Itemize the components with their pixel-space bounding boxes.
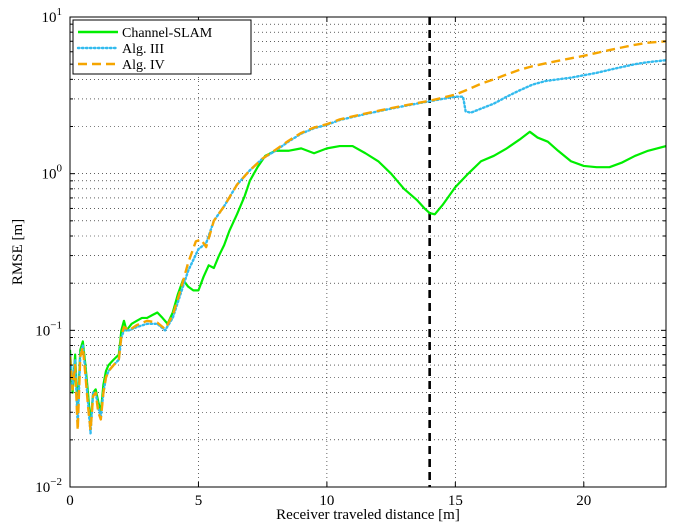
legend-label-1: Channel-SLAM bbox=[122, 26, 213, 41]
legend-label-2: Alg. III bbox=[122, 42, 164, 57]
legend-label-3: Alg. IV bbox=[122, 58, 165, 73]
x-tick-label: 15 bbox=[448, 493, 463, 509]
y-tick-label: 100 bbox=[42, 163, 63, 183]
series-line-3 bbox=[70, 40, 666, 432]
x-tick-label: 0 bbox=[66, 493, 74, 509]
y-tick-label: 10−1 bbox=[35, 319, 62, 339]
y-tick-label: 101 bbox=[42, 6, 63, 26]
x-axis-label: Receiver traveled distance [m] bbox=[276, 507, 460, 523]
plot-frame bbox=[69, 16, 667, 488]
series-layer bbox=[70, 40, 666, 435]
y-tick-label: 10−2 bbox=[35, 476, 62, 496]
grid bbox=[70, 17, 666, 487]
x-tick-label: 20 bbox=[576, 493, 591, 509]
axis-ticks: 0 5 10 15 20 10−2 10−1 100 101 bbox=[35, 6, 666, 509]
series-line-1 bbox=[70, 130, 666, 426]
x-tick-label: 10 bbox=[319, 493, 334, 509]
y-axis-label: RMSE [m] bbox=[10, 219, 26, 285]
plot-background bbox=[70, 17, 666, 487]
x-tick-label: 5 bbox=[195, 493, 203, 509]
